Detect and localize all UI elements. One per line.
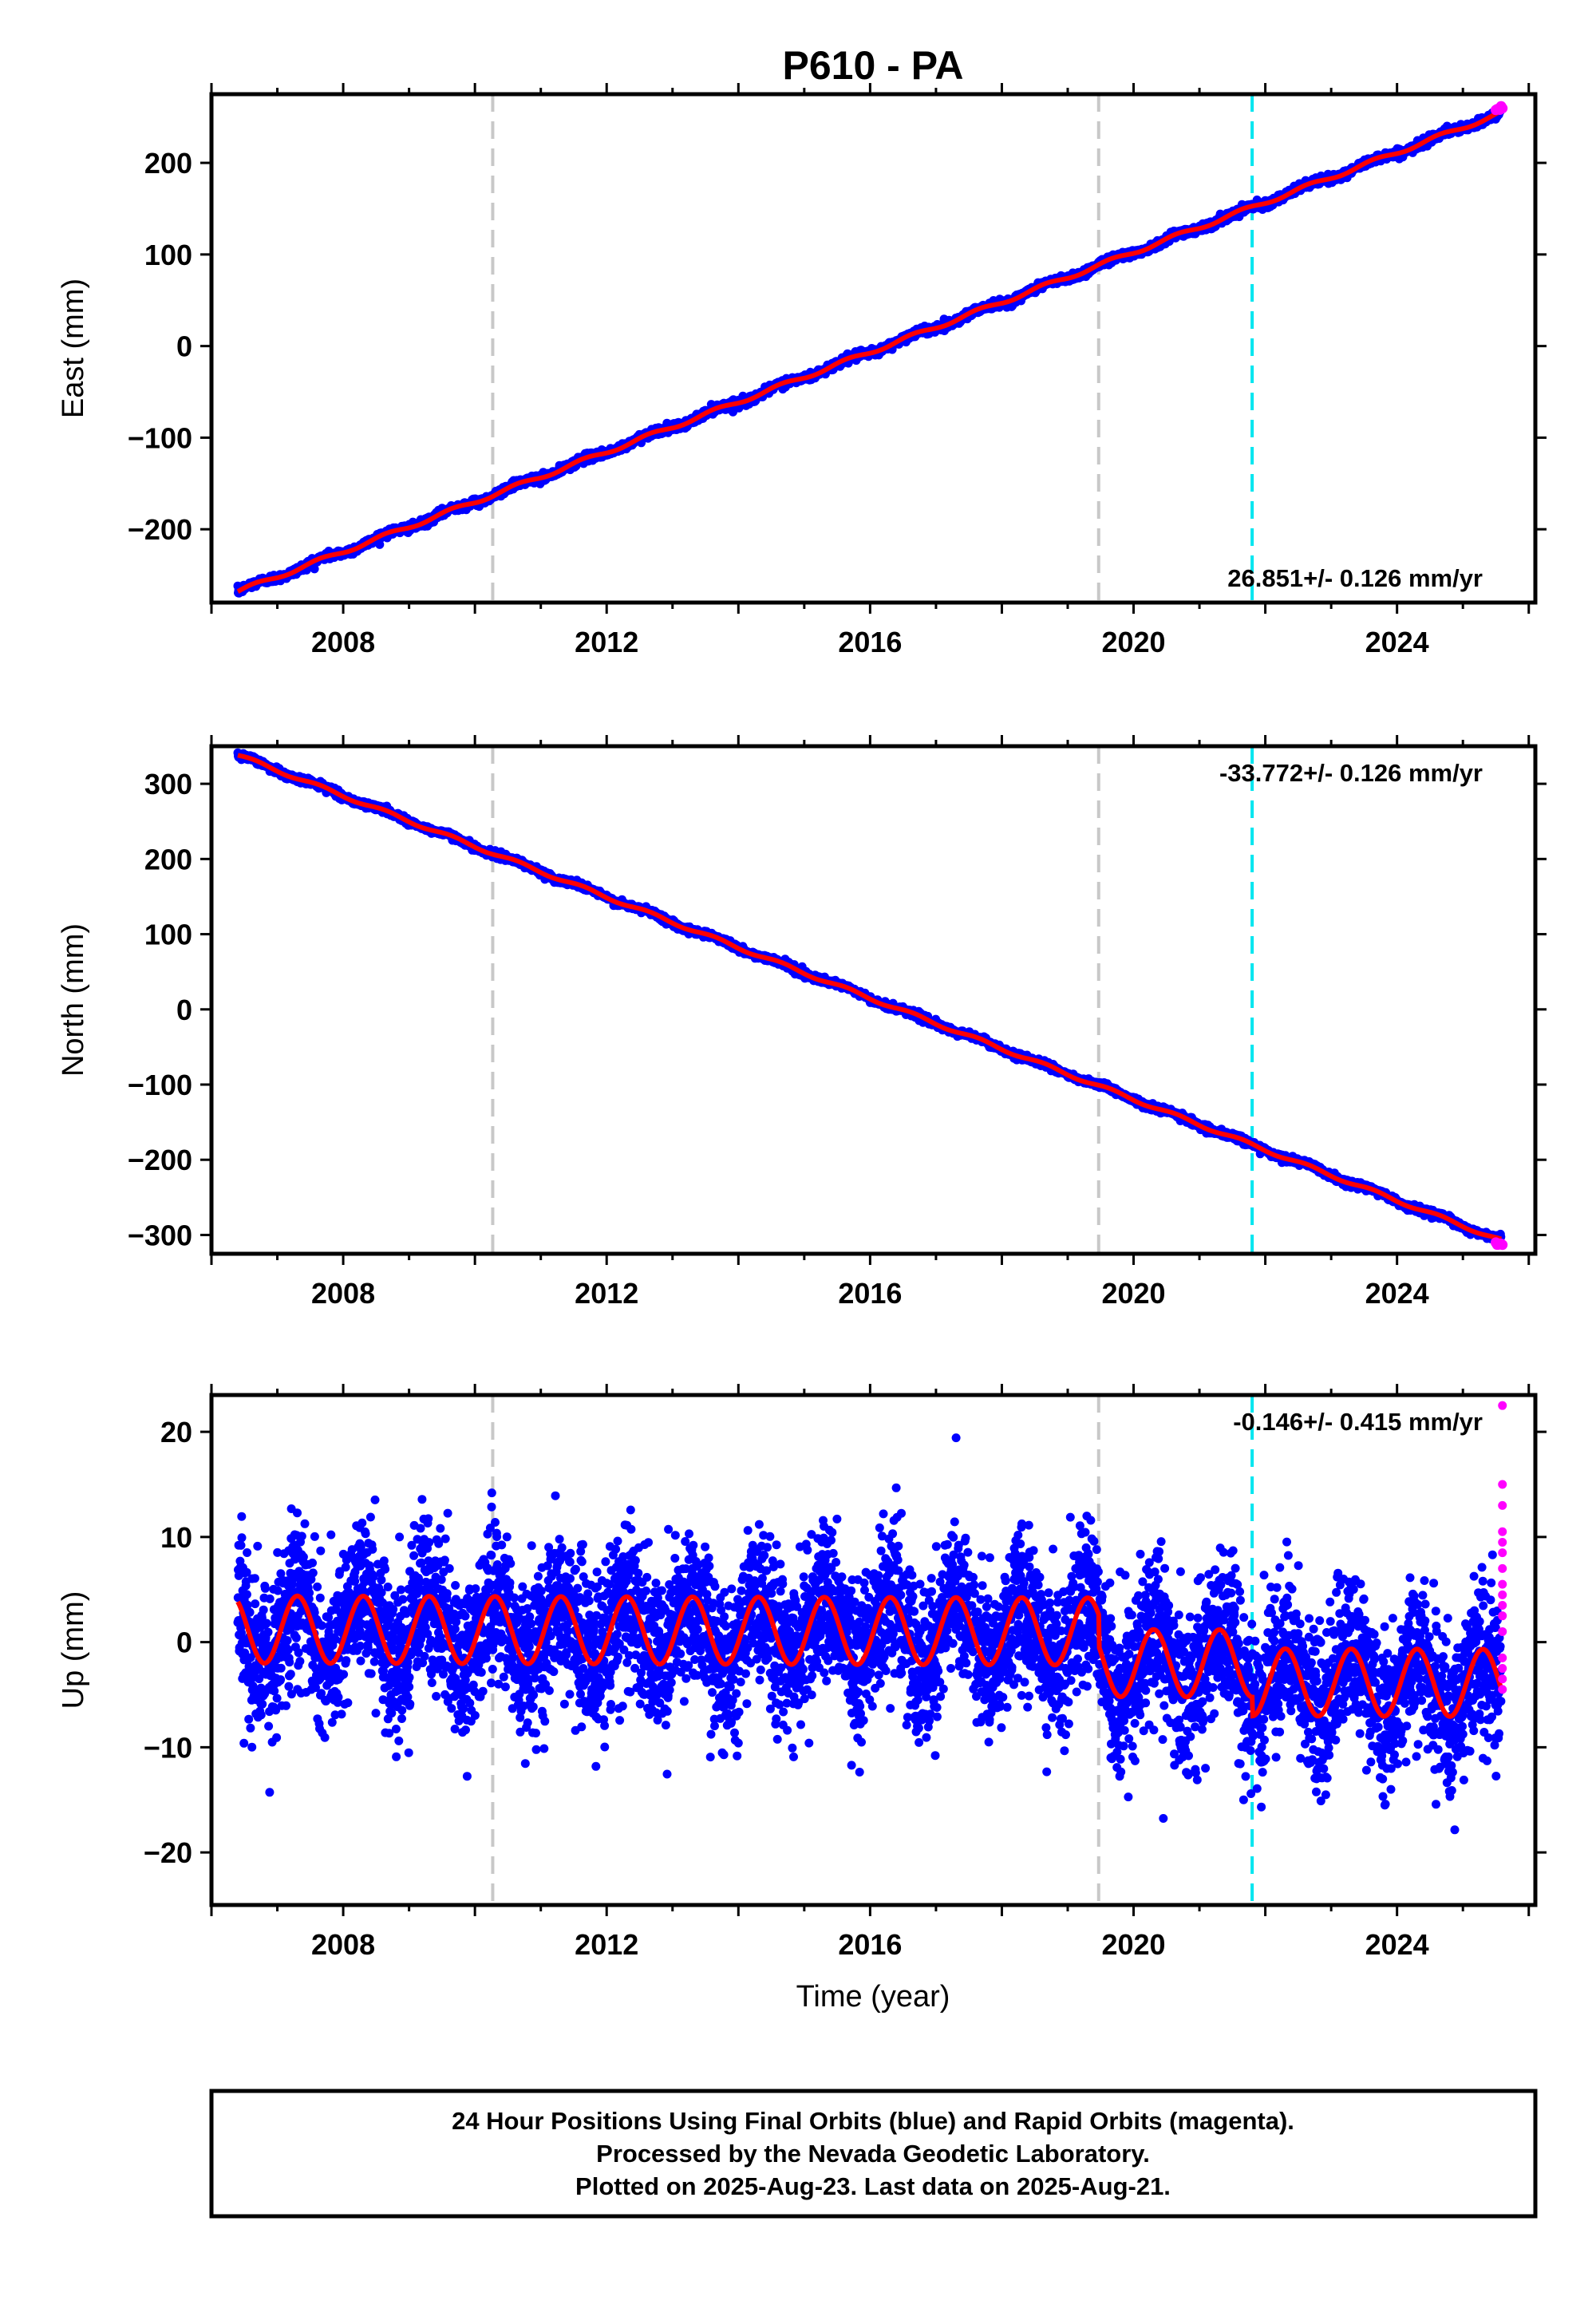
y-tick-label: 100 [144, 239, 192, 271]
x-tick-label: 2016 [838, 626, 902, 658]
x-tick-label: 2024 [1365, 626, 1429, 658]
rapid-orbit-point [1497, 103, 1508, 114]
east-panel: 200 100 0 −100 −200 2008 2012 2016 2020 2024 East … [57, 83, 1547, 658]
chart-title: P610 - PA [783, 43, 964, 88]
y-tick-label: 200 [144, 147, 192, 180]
y-tick-label: 0 [176, 330, 192, 363]
plot-area [233, 94, 1508, 603]
plot-area [233, 746, 1508, 1254]
y-tick-label: −200 [128, 513, 192, 546]
y-tick-label: −100 [128, 421, 192, 454]
final-orbit-point [310, 564, 319, 574]
x-tick-label: 2012 [575, 626, 638, 658]
x-tick-label: 2008 [311, 626, 375, 658]
x-tick-label: 2020 [1101, 626, 1165, 658]
model-fit-line [236, 109, 1503, 594]
y-axis-label: East (mm) [57, 279, 90, 418]
velocity-annotation: 26.851+/- 0.126 mm/yr [1227, 564, 1483, 592]
